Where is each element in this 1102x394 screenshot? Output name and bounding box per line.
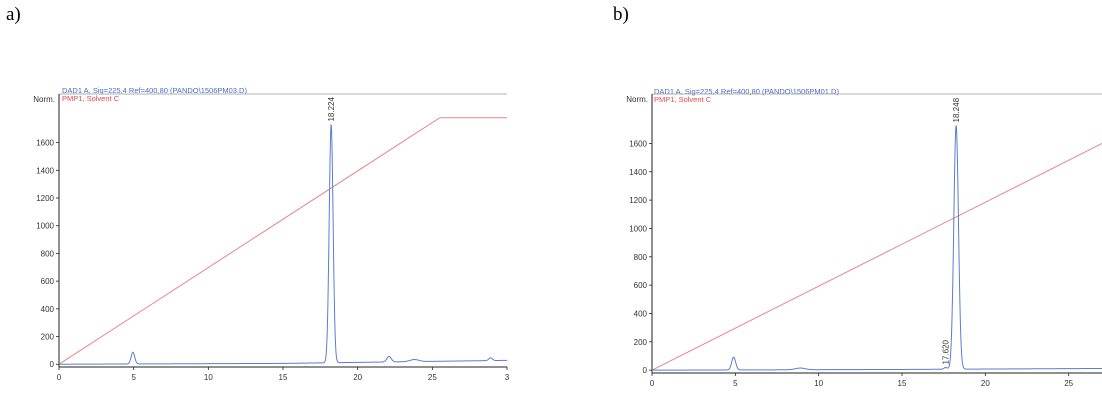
x-tick-label-a-0: 0 — [57, 373, 62, 382]
y-tick-label-b-1000: 1000 — [629, 224, 647, 233]
chromatogram-signal-b — [651, 125, 1102, 371]
solvent-gradient-line-a — [58, 117, 507, 365]
y-tick-label-a-600: 600 — [41, 277, 55, 286]
x-tick-label-a-20: 20 — [353, 373, 362, 382]
y-tick-label-b-200: 200 — [634, 338, 648, 347]
y-tick-label-b-0: 0 — [643, 366, 648, 375]
y-tick-label-a-1400: 1400 — [36, 166, 54, 175]
peak-label-b-18.248: 18.248 — [952, 97, 961, 122]
panel-label-b: b) — [613, 4, 629, 25]
y-tick-label-a-800: 800 — [41, 249, 55, 258]
y-tick-label-b-800: 800 — [634, 253, 648, 262]
y-tick-label-a-1600: 1600 — [36, 139, 54, 148]
y-tick-label-a-1000: 1000 — [36, 222, 54, 231]
x-tick-label-b-25: 25 — [1064, 379, 1073, 388]
y-tick-label-a-200: 200 — [41, 333, 55, 342]
peak-label-b-17.620: 17.620 — [942, 340, 951, 365]
chromatogram-signal-a — [59, 124, 508, 365]
solvent-gradient-line-b — [651, 142, 1102, 371]
panel-label-a: a) — [6, 4, 21, 25]
y-axis-label-b: Norm. — [626, 95, 648, 104]
y-axis-label-a: Norm. — [33, 95, 55, 104]
x-tick-label-b-20: 20 — [981, 379, 990, 388]
x-tick-label-b-5: 5 — [733, 379, 738, 388]
y-tick-label-b-1600: 1600 — [629, 139, 647, 148]
y-tick-label-b-600: 600 — [634, 281, 648, 290]
signal-header-a: DAD1 A, Sig=225,4 Ref=400,80 (PANDO\1506… — [62, 86, 247, 95]
x-tick-label-a-15: 15 — [279, 373, 288, 382]
y-tick-label-b-1200: 1200 — [629, 196, 647, 205]
y-tick-label-a-0: 0 — [50, 360, 55, 369]
solvent-header-b: PMP1, Solvent C — [654, 95, 712, 104]
x-tick-label-a-25: 25 — [428, 373, 437, 382]
solvent-header-a: PMP1, Solvent C — [62, 94, 120, 103]
peak-label-a-18.224: 18.224 — [327, 96, 336, 121]
signal-header-b: DAD1 A, Sig=225,4 Ref=400,80 (PANDO\1506… — [654, 87, 839, 96]
x-tick-label-b-10: 10 — [814, 379, 823, 388]
x-tick-label-a-10: 10 — [204, 373, 213, 382]
y-tick-label-a-400: 400 — [41, 305, 55, 314]
x-tick-label-b-0: 0 — [650, 379, 655, 388]
x-tick-label-a-30: 3 — [505, 373, 510, 382]
y-tick-label-a-1200: 1200 — [36, 194, 54, 203]
x-tick-label-b-15: 15 — [898, 379, 907, 388]
y-tick-label-b-400: 400 — [634, 309, 648, 318]
y-tick-label-b-1400: 1400 — [629, 168, 647, 177]
x-tick-label-a-5: 5 — [131, 373, 136, 382]
